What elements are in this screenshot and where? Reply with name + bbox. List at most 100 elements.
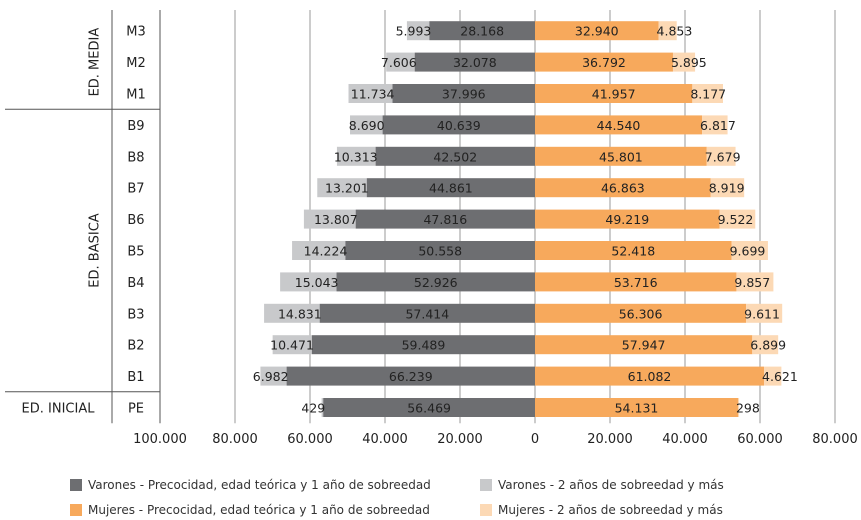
x-tick-label: 0 [531, 432, 539, 447]
category-label: B9 [127, 119, 144, 134]
bar-varones-teorica [311, 335, 535, 355]
data-label-mujeres-teorica: 53.716 [614, 275, 658, 290]
bar-varones-teorica [375, 146, 535, 166]
data-label-mujeres-teorica: 54.131 [615, 401, 659, 416]
data-label-varones-teorica: 56.469 [407, 401, 451, 416]
category-label: B2 [127, 339, 144, 354]
data-label-mujeres-sobreedad: 4.621 [762, 369, 798, 384]
bar-mujeres-teorica [535, 178, 711, 198]
bar-mujeres-sobreedad [658, 21, 677, 41]
data-labels: M3 28.168 5.993 32.940 4.853 M2 32.078 7.606 36.… [126, 24, 798, 417]
data-label-mujeres-sobreedad: 8.177 [690, 87, 726, 102]
legend-swatch [70, 479, 82, 491]
bar-varones-sobreedad [303, 209, 356, 229]
bar-varones-teorica [429, 21, 535, 41]
bar-varones-teorica [286, 366, 535, 386]
bar-varones-sobreedad [336, 146, 376, 166]
category-label: B8 [127, 150, 144, 165]
bar-mujeres-teorica [535, 303, 747, 323]
data-label-varones-teorica: 32.078 [453, 55, 497, 70]
data-label-mujeres-teorica: 56.306 [619, 306, 663, 321]
data-label-varones-teorica: 42.502 [433, 149, 477, 164]
category-label: M2 [126, 56, 146, 71]
data-label-varones-sobreedad: 11.734 [351, 87, 395, 102]
data-label-varones-sobreedad: 14.831 [278, 306, 322, 321]
x-tick-label: 60.000 [737, 432, 783, 447]
data-label-mujeres-teorica: 36.792 [582, 55, 626, 70]
bar-mujeres-teorica [535, 366, 765, 386]
x-tick-label: 40.000 [662, 432, 708, 447]
legend-label: Mujeres - Precocidad, edad teórica y 1 a… [88, 503, 430, 517]
group-label-ed-inicial: ED. INICIAL [22, 402, 96, 417]
category-label: B7 [127, 182, 144, 197]
data-label-varones-teorica: 37.996 [442, 87, 486, 102]
bar-varones-sobreedad [386, 52, 415, 72]
bar-mujeres-sobreedad [737, 398, 740, 417]
x-tick-label: 80.000 [812, 432, 858, 447]
category-label: B6 [127, 213, 144, 228]
bar-mujeres-teorica [535, 115, 703, 135]
data-label-mujeres-teorica: 44.540 [597, 118, 641, 133]
data-label-varones-sobreedad: 429 [301, 401, 325, 416]
data-label-varones-teorica: 40.639 [437, 118, 481, 133]
data-label-mujeres-sobreedad: 6.899 [750, 338, 786, 353]
bar-varones-teorica [345, 241, 535, 260]
data-label-varones-sobreedad: 13.807 [314, 212, 358, 227]
bar-mujeres-sobreedad [746, 303, 783, 323]
bar-varones-sobreedad [350, 115, 383, 135]
data-label-mujeres-teorica: 41.957 [592, 87, 636, 102]
data-label-mujeres-sobreedad: 7.679 [705, 149, 741, 164]
data-label-mujeres-teorica: 45.801 [599, 149, 643, 164]
bar-mujeres-teorica [535, 241, 732, 260]
bar-varones-teorica [366, 178, 535, 198]
bar-mujeres-sobreedad [710, 178, 745, 198]
data-label-mujeres-teorica: 49.219 [605, 212, 649, 227]
legend-item-varones-2: Varones - 2 años de sobreedad y más [480, 478, 724, 492]
data-label-mujeres-sobreedad: 8.919 [709, 181, 745, 196]
bar-mujeres-sobreedad [736, 272, 774, 292]
data-label-varones-sobreedad: 6.982 [253, 369, 289, 384]
data-label-mujeres-teorica: 32.940 [575, 24, 619, 39]
bar-varones-sobreedad [260, 366, 287, 386]
data-label-mujeres-teorica: 57.947 [622, 338, 666, 353]
data-label-mujeres-teorica: 61.082 [628, 369, 672, 384]
bar-varones-teorica [382, 115, 535, 135]
x-tick-label: 20.000 [587, 432, 633, 447]
category-label: B3 [127, 307, 144, 322]
data-label-mujeres-sobreedad: 5.895 [671, 55, 707, 70]
bar-varones-teorica [336, 272, 535, 292]
data-label-varones-sobreedad: 7.606 [381, 55, 417, 70]
bar-varones-sobreedad [292, 241, 346, 260]
bar-mujeres-sobreedad [702, 115, 728, 135]
legend-swatch [480, 479, 492, 491]
data-label-varones-teorica: 28.168 [460, 24, 504, 39]
bar-varones-sobreedad [280, 272, 337, 292]
legend-label: Varones - 2 años de sobreedad y más [498, 478, 724, 492]
bar-varones-teorica [392, 84, 535, 103]
bar-mujeres-sobreedad [731, 241, 768, 260]
bar-varones-sobreedad [321, 398, 324, 417]
data-label-mujeres-sobreedad: 9.522 [718, 212, 754, 227]
legend-item-mujeres-1: Mujeres - Precocidad, edad teórica y 1 a… [70, 503, 430, 517]
bar-mujeres-sobreedad [672, 52, 696, 72]
bar-mujeres-sobreedad [764, 366, 782, 386]
bar-mujeres-teorica [535, 335, 753, 355]
group-label-ed-basica: ED. BASICA [88, 213, 103, 287]
data-label-varones-sobreedad: 14.224 [304, 244, 348, 259]
data-label-varones-teorica: 52.926 [414, 275, 458, 290]
legend-swatch [480, 504, 492, 516]
legend-label: Mujeres - 2 años de sobreedad y más [498, 503, 723, 517]
bars [260, 21, 783, 417]
x-tick-label: 40.000 [362, 432, 408, 447]
bar-mujeres-teorica [535, 146, 707, 166]
category-label: B5 [127, 245, 144, 260]
data-label-varones-sobreedad: 5.993 [396, 24, 432, 39]
bar-varones-teorica [355, 209, 535, 229]
data-label-mujeres-teorica: 46.863 [601, 181, 645, 196]
data-label-varones-sobreedad: 13.201 [325, 181, 369, 196]
bar-varones-sobreedad [406, 21, 430, 41]
bar-varones-teorica [414, 52, 535, 72]
data-label-varones-teorica: 47.816 [423, 212, 467, 227]
data-label-varones-sobreedad: 15.043 [295, 275, 339, 290]
data-label-varones-sobreedad: 10.471 [270, 338, 314, 353]
